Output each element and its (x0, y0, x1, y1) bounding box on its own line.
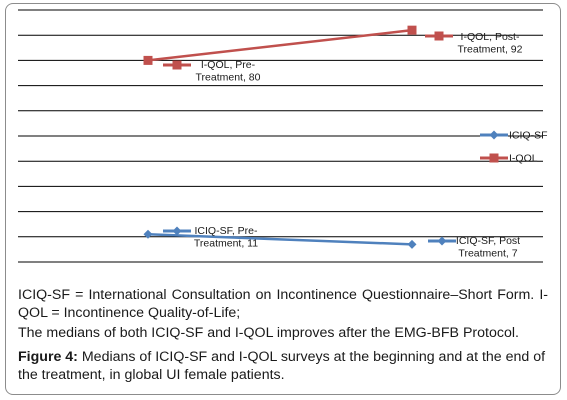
point-iciq-sf-0 (143, 229, 153, 239)
data-label-i-qol-1: I-QOL, Post-Treatment, 92 (458, 31, 523, 56)
legend-key-iciq-sf-marker (489, 130, 499, 140)
caption-abbreviations: ICIQ-SF = International Consultation on … (18, 287, 548, 321)
series-line-iciq-sf (147, 233, 413, 246)
legend: ICIQ-SF I-QOL (480, 130, 548, 165)
data-label-iciq-sf-1: ICIQ-SF, Post Treatment, 7 (456, 235, 520, 260)
data-label-i-qol-0: I-QOL, Pre-Treatment, 80 (196, 59, 261, 84)
series-iciq-sf: ICIQ-SF, Pre-Treatment, 11 ICIQ-SF, Post T… (143, 225, 520, 260)
legend-key-i-qol (480, 153, 508, 163)
point-i-qol-1 (407, 25, 417, 35)
label-key-i-qol-0 (163, 60, 191, 70)
label-key-i-qol-1-marker (434, 31, 444, 41)
label-key-iciq-sf-0-marker (172, 226, 182, 236)
gridlines (18, 9, 543, 263)
legend-entry-i-qol: I-QOL (480, 153, 538, 165)
legend-label-i-qol: I-QOL (509, 153, 538, 165)
series-i-qol: I-QOL, Pre-Treatment, 80 I-QOL, Post-Trea… (143, 25, 523, 84)
series-layer: ICIQ-SF, Pre-Treatment, 11 ICIQ-SF, Post T… (143, 25, 523, 260)
legend-entry-iciq-sf: ICIQ-SF (480, 130, 548, 142)
legend-key-i-qol-marker (489, 153, 499, 163)
legend-key-iciq-sf (480, 130, 508, 140)
figure-frame (5, 3, 561, 395)
figure-caption-text: Medians of ICIQ-SF and I-QOL surveys at … (18, 349, 546, 383)
label-key-iciq-sf-1-marker (437, 236, 447, 246)
figure-caption: Figure 4: Medians of ICIQ-SF and I-QOL s… (18, 348, 548, 384)
data-label-iciq-sf-0: ICIQ-SF, Pre-Treatment, 11 (194, 225, 258, 250)
legend-label-iciq-sf: ICIQ-SF (509, 130, 548, 142)
label-key-iciq-sf-0 (163, 226, 191, 236)
label-key-i-qol-1 (425, 31, 453, 41)
label-key-i-qol-0-marker (172, 60, 182, 70)
line-chart: ICIQ-SF, Pre-Treatment, 11 ICIQ-SF, Post T… (18, 9, 548, 263)
caption-finding: The medians of both ICIQ-SF and I-QOL im… (18, 325, 519, 341)
series-line-i-qol (147, 28, 413, 62)
point-i-qol-0 (143, 55, 153, 65)
point-iciq-sf-1 (407, 239, 417, 249)
label-key-iciq-sf-1 (428, 236, 456, 246)
figure-label: Figure 4: (18, 349, 78, 365)
